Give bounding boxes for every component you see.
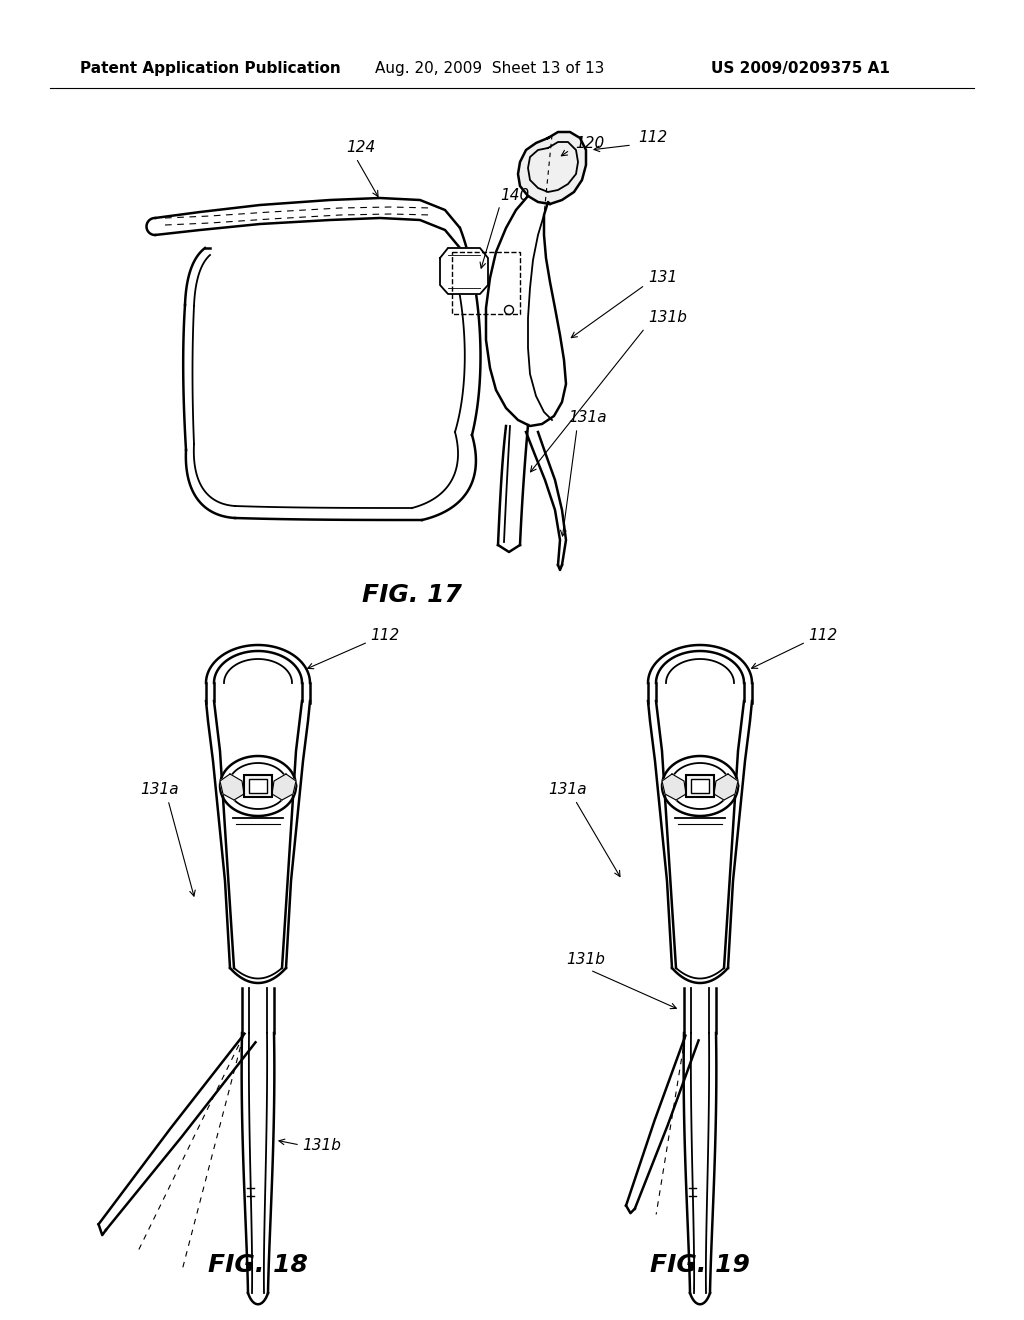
Polygon shape [486,195,566,426]
Circle shape [505,305,513,314]
Polygon shape [518,132,586,205]
Text: Patent Application Publication: Patent Application Publication [80,61,340,75]
Text: FIG. 19: FIG. 19 [650,1253,750,1276]
Text: 140: 140 [500,187,529,202]
Text: 112: 112 [370,627,399,643]
Polygon shape [662,774,686,800]
Bar [249,779,267,793]
Bar [452,252,520,314]
Polygon shape [440,248,488,294]
Text: Aug. 20, 2009  Sheet 13 of 13: Aug. 20, 2009 Sheet 13 of 13 [376,61,605,75]
Text: 131b: 131b [566,953,605,968]
Text: 124: 124 [346,140,375,156]
Text: 131b: 131b [302,1138,341,1152]
Polygon shape [220,774,244,800]
Text: 131a: 131a [140,783,178,797]
Bar [686,775,714,797]
Polygon shape [272,774,296,800]
Text: 131a: 131a [548,783,587,797]
Text: 131a: 131a [568,411,606,425]
Text: 120: 120 [575,136,604,150]
Text: 112: 112 [638,131,668,145]
Text: 131: 131 [648,271,677,285]
Bar [244,775,272,797]
Text: US 2009/0209375 A1: US 2009/0209375 A1 [711,61,890,75]
Polygon shape [714,774,738,800]
Text: 112: 112 [808,627,838,643]
Text: 131b: 131b [648,310,687,326]
Text: FIG. 17: FIG. 17 [362,583,462,607]
Text: FIG. 18: FIG. 18 [208,1253,308,1276]
Bar [691,779,709,793]
